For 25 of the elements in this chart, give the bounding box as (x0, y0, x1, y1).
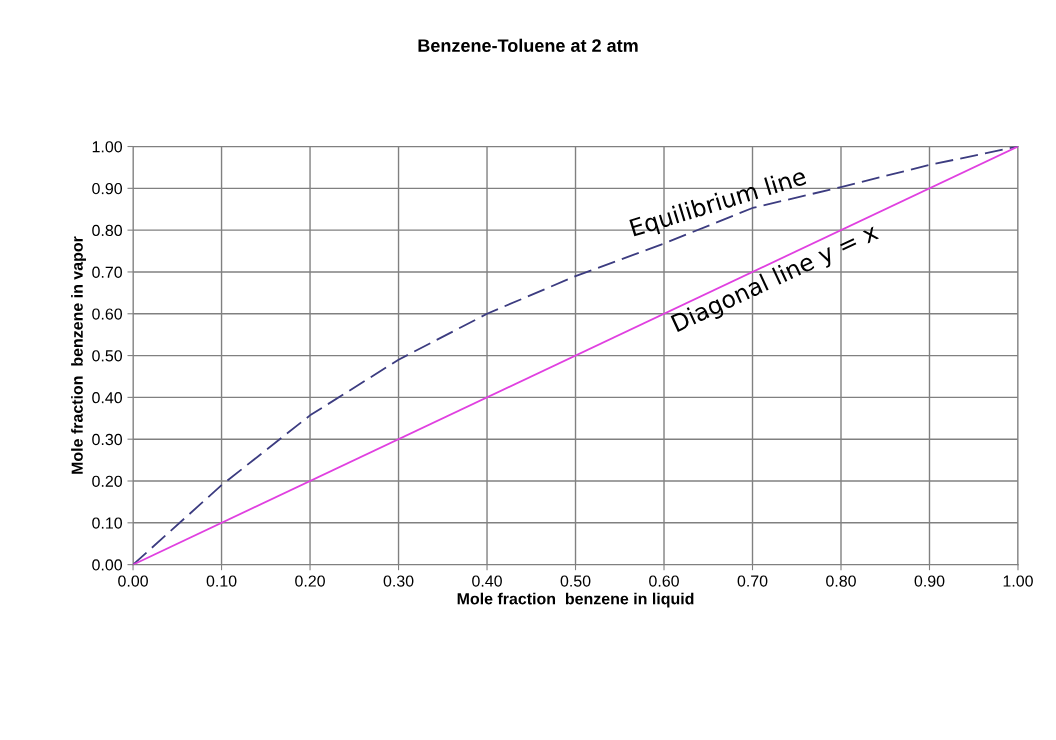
y-tick-label: 0.20 (92, 475, 123, 487)
y-tick-label: 0.50 (92, 350, 123, 362)
x-tick-label: 1.00 (1003, 575, 1033, 587)
y-tick-label: 0.40 (92, 392, 123, 404)
y-tick-label: 1.00 (92, 141, 123, 153)
y-tick-label: 0.70 (92, 266, 123, 278)
x-tick-label: 0.50 (560, 575, 591, 587)
x-tick-label: 0.80 (826, 575, 856, 587)
x-tick-label: 0.00 (118, 575, 148, 587)
x-tick-label: 0.30 (383, 575, 414, 587)
x-tick-label: 0.90 (914, 575, 945, 587)
x-tick-label: 0.10 (206, 575, 237, 587)
x-axis-title: Mole fraction benzene in liquid (457, 592, 694, 608)
x-tick-label: 0.20 (295, 575, 325, 587)
x-tick-label: 0.40 (472, 575, 502, 587)
x-tick-label: 0.60 (649, 575, 679, 587)
y-tick-label: 0.60 (92, 308, 123, 320)
y-axis-title: Mole fraction benzene in vapor (71, 236, 86, 474)
y-tick-label: 0.10 (92, 517, 123, 529)
x-tick-label: 0.70 (737, 575, 768, 587)
y-tick-label: 0.00 (92, 559, 123, 571)
y-tick-label: 0.80 (92, 224, 123, 237)
y-tick-label: 0.90 (92, 182, 123, 195)
y-tick-label: 0.30 (92, 433, 123, 446)
chart-title: Benzene-Toluene at 2 atm (418, 38, 638, 52)
